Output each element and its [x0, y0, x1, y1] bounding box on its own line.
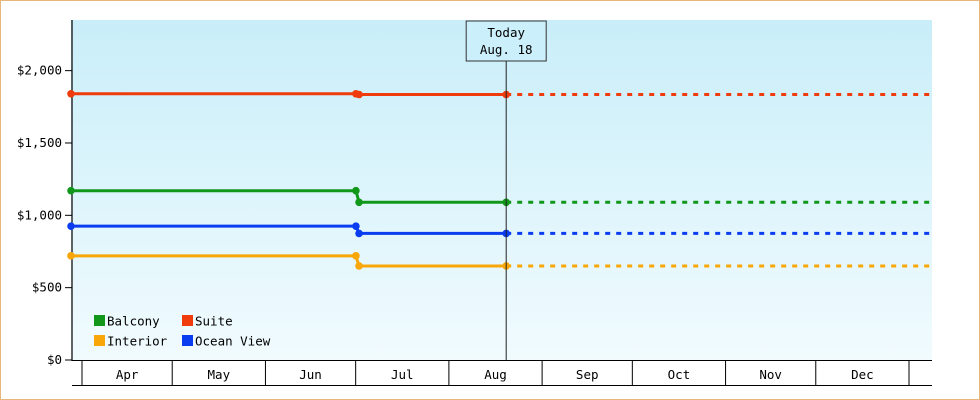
data-point[interactable] — [355, 262, 363, 270]
x-tick-label: Apr — [116, 367, 139, 382]
data-point[interactable] — [67, 222, 75, 230]
y-tick-label: $2,000 — [17, 63, 62, 78]
data-point[interactable] — [355, 90, 363, 99]
series-interior — [67, 252, 932, 270]
legend-label: Suite — [195, 314, 233, 329]
data-point[interactable] — [352, 222, 360, 230]
legend-item-ocean-view[interactable]: Ocean View — [182, 334, 271, 349]
x-tick-label: Nov — [759, 367, 782, 382]
x-tick-label: Dec — [851, 367, 874, 382]
today-date: Aug. 18 — [480, 42, 533, 57]
today-label: Today — [487, 25, 525, 40]
data-point[interactable] — [355, 229, 363, 238]
y-tick-label: $500 — [32, 280, 62, 295]
y-tick-label: $1,500 — [17, 135, 62, 150]
x-tick-label: Jul — [391, 367, 414, 382]
x-tick-label: Sep — [576, 367, 599, 382]
legend-swatch — [182, 335, 193, 346]
series-balcony — [67, 186, 932, 207]
legend-swatch — [182, 315, 193, 326]
legend-item-suite[interactable]: Suite — [182, 314, 233, 329]
series-line — [71, 254, 507, 268]
legend-item-balcony[interactable]: Balcony — [94, 314, 160, 329]
data-point[interactable] — [67, 186, 75, 195]
legend-label: Interior — [107, 334, 168, 349]
data-point[interactable] — [67, 89, 75, 98]
legend-label: Ocean View — [195, 334, 271, 349]
data-point[interactable] — [67, 252, 75, 260]
data-point[interactable] — [355, 198, 363, 207]
legend-swatch — [94, 335, 105, 346]
y-tick-label: $0 — [47, 352, 62, 367]
series-ocean-view — [67, 222, 932, 238]
series-line — [71, 189, 507, 204]
x-tick-label: Aug — [484, 367, 507, 382]
data-point[interactable] — [352, 186, 360, 195]
series-suite — [67, 89, 932, 99]
today-box — [465, 20, 547, 62]
legend-label: Balcony — [107, 314, 160, 329]
series-line — [71, 224, 507, 235]
legend-item-interior[interactable]: Interior — [94, 334, 168, 349]
x-tick-label: Oct — [668, 367, 691, 382]
legend-swatch — [94, 315, 105, 326]
y-tick-label: $1,000 — [17, 207, 62, 222]
x-tick-label: May — [208, 367, 231, 382]
series-line — [71, 92, 507, 97]
x-tick-label: Jun — [299, 367, 322, 382]
data-point[interactable] — [352, 252, 360, 260]
